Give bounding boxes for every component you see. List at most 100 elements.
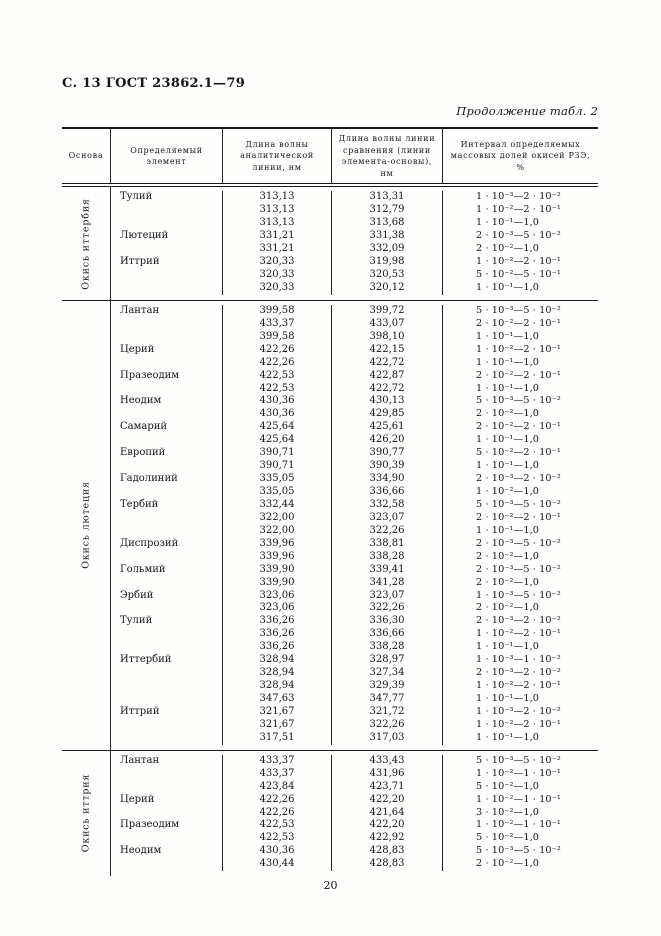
mass-fraction-interval-cell: 1 · 10⁻³—2 · 10⁻² — [476, 191, 561, 203]
comparison-wavelength-cell: 422,92 — [332, 832, 443, 846]
column-header-base: Основа — [62, 129, 111, 184]
comparison-wavelength-cell: 429,85 — [332, 408, 443, 422]
analytical-wavelength-cell: 336,26 — [223, 615, 332, 629]
mass-fraction-interval-cell: 5 · 10⁻³—5 · 10⁻² — [476, 498, 561, 510]
comparison-wavelength-cell: 321,72 — [332, 705, 443, 719]
comparison-wavelength-cell: 320,53 — [332, 269, 443, 282]
mass-fraction-interval-cell: 5 · 10⁻³—5 · 10⁻² — [476, 395, 561, 407]
group-rows: Лантан 433,37 433,43 5 · 10⁻³—5 · 10⁻² 433,3… — [111, 751, 598, 876]
comparison-wavelength-cell: 331,38 — [332, 230, 443, 244]
table-caption: Продолжение табл. 2 — [456, 104, 598, 118]
element-name-cell: Тулий — [111, 191, 223, 205]
comparison-wavelength-cell: 322,26 — [332, 602, 443, 616]
column-header-comparison-wavelength: Длина волны линии сравнения (линии элеме… — [332, 129, 443, 184]
element-name-cell — [111, 858, 223, 872]
element-name-cell — [111, 680, 223, 693]
element-name-cell: Празеодим — [111, 369, 223, 383]
comparison-wavelength-cell: 433,43 — [332, 754, 443, 768]
mass-fraction-interval-cell: 1 · 10⁻²—2 · 10⁻¹ — [476, 628, 561, 640]
comparison-wavelength-cell: 322,26 — [332, 524, 443, 538]
comparison-wavelength-cell: 327,34 — [332, 667, 443, 681]
table-row: Иттрий 321,67 321,72 1 · 10⁻³—2 · 10⁻² — [111, 705, 598, 719]
element-name-cell: Празеодим — [111, 819, 223, 833]
table-row: 347,63 347,77 1 · 10⁻¹—1,0 — [111, 693, 598, 706]
table-row: 422,26 422,72 1 · 10⁻¹—1,0 — [111, 356, 598, 370]
mass-fraction-interval-cell: 1 · 10⁻²—2 · 10⁻¹ — [476, 256, 561, 268]
element-name-cell: Иттербий — [111, 654, 223, 668]
table-row: 423,84 423,71 5 · 10⁻²—1,0 — [111, 780, 598, 794]
table-row: 336,26 336,66 1 · 10⁻²—2 · 10⁻¹ — [111, 628, 598, 642]
column-header-element: Определяемый элемент — [111, 129, 223, 184]
analytical-wavelength-cell: 320,33 — [223, 256, 332, 269]
analytical-wavelength-cell: 422,53 — [223, 832, 332, 846]
comparison-wavelength-cell: 390,39 — [332, 460, 443, 474]
mass-fraction-interval-cell: 3 · 10⁻²—1,0 — [476, 806, 540, 818]
comparison-wavelength-cell: 433,07 — [332, 317, 443, 331]
table-row: 399,58 398,10 1 · 10⁻¹—1,0 — [111, 330, 598, 344]
comparison-wavelength-cell: 332,58 — [332, 498, 443, 512]
analytical-wavelength-cell: 321,67 — [223, 705, 332, 719]
analytical-wavelength-cell: 425,64 — [223, 421, 332, 435]
analytical-wavelength-cell: 320,33 — [223, 281, 332, 295]
page-number: 20 — [323, 879, 338, 892]
analytical-wavelength-cell: 317,51 — [223, 731, 332, 745]
element-name-cell — [111, 524, 223, 538]
element-name-cell — [111, 269, 223, 282]
comparison-wavelength-cell: 399,72 — [332, 304, 443, 318]
element-name-cell: Неодим — [111, 845, 223, 859]
comparison-wavelength-cell: 338,81 — [332, 537, 443, 551]
table-row: Лютеций 331,21 331,38 2 · 10⁻³—5 · 10⁻² — [111, 230, 598, 244]
element-name-cell — [111, 317, 223, 331]
mass-fraction-interval-cell: 2 · 10⁻²—1,0 — [476, 858, 540, 870]
mass-fraction-interval-cell: 1 · 10⁻¹—1,0 — [476, 524, 540, 536]
element-name-cell — [111, 806, 223, 820]
element-name-cell — [111, 330, 223, 344]
analytical-wavelength-cell: 390,71 — [223, 447, 332, 461]
analytical-wavelength-cell: 422,26 — [223, 806, 332, 820]
comparison-wavelength-cell: 426,20 — [332, 434, 443, 448]
element-name-cell — [111, 628, 223, 642]
comparison-wavelength-cell: 422,87 — [332, 369, 443, 383]
element-name-cell: Самарий — [111, 421, 223, 435]
analytical-wavelength-cell: 430,36 — [223, 408, 332, 422]
element-name-cell: Иттрий — [111, 256, 223, 269]
column-header-analytical-wavelength: Длина волны аналитической линии, нм — [223, 129, 332, 184]
table-row: 321,67 322,26 1 · 10⁻²—2 · 10⁻¹ — [111, 718, 598, 732]
mass-fraction-interval-cell: 1 · 10⁻³—1 · 10⁻² — [476, 654, 561, 666]
comparison-wavelength-cell: 320,12 — [332, 281, 443, 295]
analytical-wavelength-cell: 433,37 — [223, 317, 332, 331]
element-name-cell — [111, 731, 223, 745]
table-row: 336,26 338,28 1 · 10⁻¹—1,0 — [111, 641, 598, 655]
analytical-wavelength-cell: 323,06 — [223, 589, 332, 603]
table-row: 433,37 433,07 2 · 10⁻²—2 · 10⁻¹ — [111, 317, 598, 331]
mass-fraction-interval-cell: 2 · 10⁻²—2 · 10⁻¹ — [476, 511, 561, 523]
analytical-wavelength-cell: 335,05 — [223, 486, 332, 499]
analytical-wavelength-cell: 422,53 — [223, 819, 332, 833]
analytical-wavelength-cell: 430,44 — [223, 858, 332, 872]
element-name-cell — [111, 767, 223, 781]
mass-fraction-interval-cell: 1 · 10⁻¹—1,0 — [476, 281, 540, 293]
comparison-wavelength-cell: 390,77 — [332, 447, 443, 461]
table-row: Диспрозий 339,96 338,81 2 · 10⁻³—5 · 10⁻² — [111, 537, 598, 551]
mass-fraction-interval-cell: 1 · 10⁻²—2 · 10⁻¹ — [476, 680, 561, 692]
base-oxide-cell: Окись иттрия — [62, 750, 111, 877]
element-name-cell — [111, 460, 223, 474]
table-row: 313,13 313,68 1 · 10⁻¹—1,0 — [111, 217, 598, 231]
element-name-cell: Тулий — [111, 615, 223, 629]
element-name-cell: Неодим — [111, 395, 223, 409]
analytical-wavelength-cell: 320,33 — [223, 269, 332, 282]
analytical-wavelength-cell: 339,90 — [223, 563, 332, 577]
comparison-wavelength-cell: 317,03 — [332, 731, 443, 745]
analytical-wavelength-cell: 328,94 — [223, 667, 332, 681]
comparison-wavelength-cell: 332,09 — [332, 243, 443, 257]
comparison-wavelength-cell: 329,39 — [332, 680, 443, 693]
analytical-wavelength-cell: 430,36 — [223, 395, 332, 409]
table-row: Гольмий 339,90 339,41 2 · 10⁻³—5 · 10⁻² — [111, 563, 598, 577]
mass-fraction-interval-cell: 1 · 10⁻²—2 · 10⁻¹ — [476, 718, 561, 730]
comparison-wavelength-cell: 347,77 — [332, 693, 443, 706]
mass-fraction-interval-cell: 2 · 10⁻²—1,0 — [476, 243, 540, 255]
table-row: 328,94 327,34 2 · 10⁻³—2 · 10⁻² — [111, 667, 598, 681]
mass-fraction-interval-cell: 1 · 10⁻¹—1,0 — [476, 693, 540, 704]
element-name-cell — [111, 356, 223, 370]
mass-fraction-interval-cell: 1 · 10⁻²—1,0 — [476, 486, 540, 497]
